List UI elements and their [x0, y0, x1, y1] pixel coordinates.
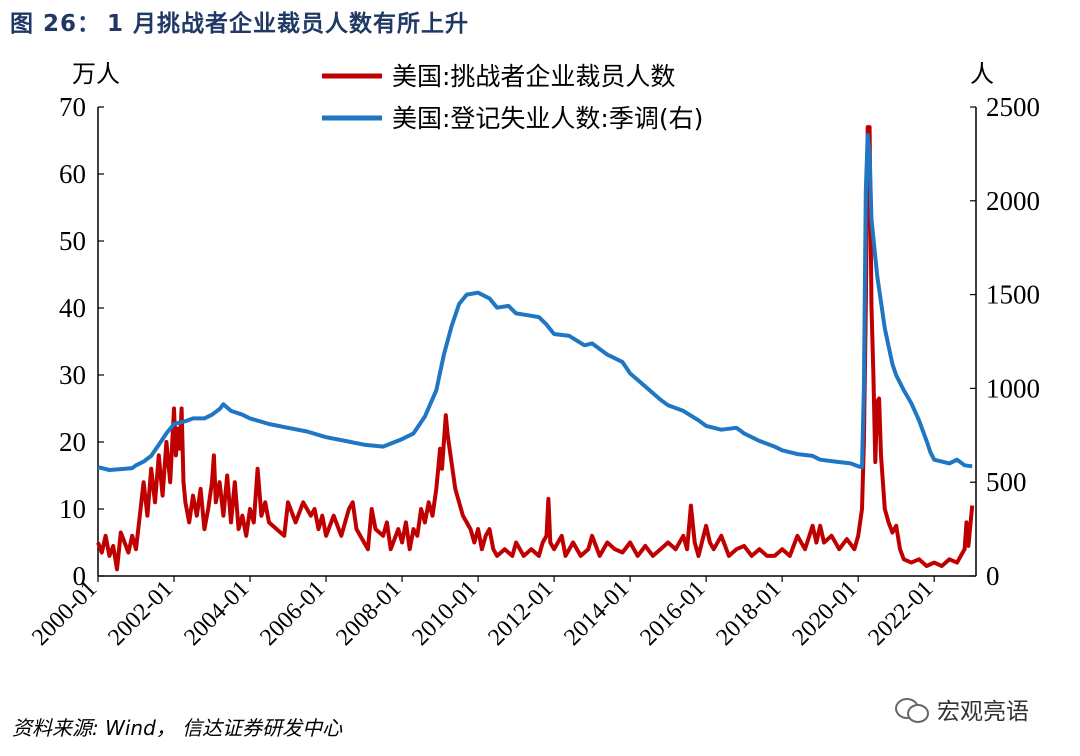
- axes: 0 10 20 30 40 50 60 70 0 500 1000 1500 2000 2500 2000-…: [27, 60, 1040, 651]
- x-tick-label: 2008-01: [331, 576, 406, 651]
- x-tick-label: 2018-01: [711, 576, 786, 651]
- right-tick-label: 2500: [986, 92, 1040, 122]
- x-tick-label: 2014-01: [559, 576, 634, 651]
- left-tick-label: 20: [59, 427, 86, 457]
- x-tick-label: 2000-01: [27, 576, 102, 651]
- watermark-text: 宏观亮语: [937, 699, 1029, 725]
- figure-title: 图 26： 1 月挑战者企业裁员人数有所上升: [10, 4, 469, 38]
- legend-label-1: 美国:挑战者企业裁员人数: [392, 62, 675, 91]
- x-tick-label: 2004-01: [179, 576, 254, 651]
- x-tick-label: 2010-01: [407, 576, 482, 651]
- chart: 0 10 20 30 40 50 60 70 0 500 1000 1500 2000 2500 2000-…: [27, 60, 1040, 651]
- x-tick-label: 2020-01: [787, 576, 862, 651]
- left-tick-label: 50: [59, 226, 86, 256]
- left-tick-label: 0: [73, 561, 87, 591]
- right-tick-label: 500: [986, 467, 1027, 497]
- right-tick-label: 0: [986, 561, 1000, 591]
- left-tick-label: 70: [59, 92, 86, 122]
- figure-label: 图 26：: [10, 11, 102, 37]
- right-tick-label: 1500: [986, 280, 1040, 310]
- legend-label-2: 美国:登记失业人数:季调(右): [392, 104, 703, 133]
- x-tick-label: 2006-01: [255, 576, 330, 651]
- source-note: 资料来源: Wind， 信达证券研发中心: [12, 716, 343, 740]
- right-tick-label: 1000: [986, 373, 1040, 403]
- series-lines: [96, 125, 975, 572]
- watermark: 宏观亮语: [895, 692, 1029, 726]
- right-axis-unit: 人: [970, 60, 994, 88]
- x-tick-label: 2016-01: [635, 576, 710, 651]
- left-tick-label: 10: [59, 494, 86, 524]
- figure-title-text: 1 月挑战者企业裁员人数有所上升: [107, 11, 470, 37]
- right-tick-label: 2000: [986, 186, 1040, 216]
- left-tick-label: 40: [59, 293, 86, 323]
- x-tick-label: 2002-01: [103, 576, 178, 651]
- x-tick-label: 2012-01: [483, 576, 558, 651]
- left-tick-label: 30: [59, 360, 86, 390]
- series-line-1: [96, 125, 975, 572]
- series-line-2: [97, 133, 973, 472]
- left-axis-unit: 万人: [72, 60, 120, 88]
- x-tick-label: 2022-01: [863, 576, 938, 651]
- left-tick-label: 60: [59, 159, 86, 189]
- wechat-icon: [895, 696, 929, 723]
